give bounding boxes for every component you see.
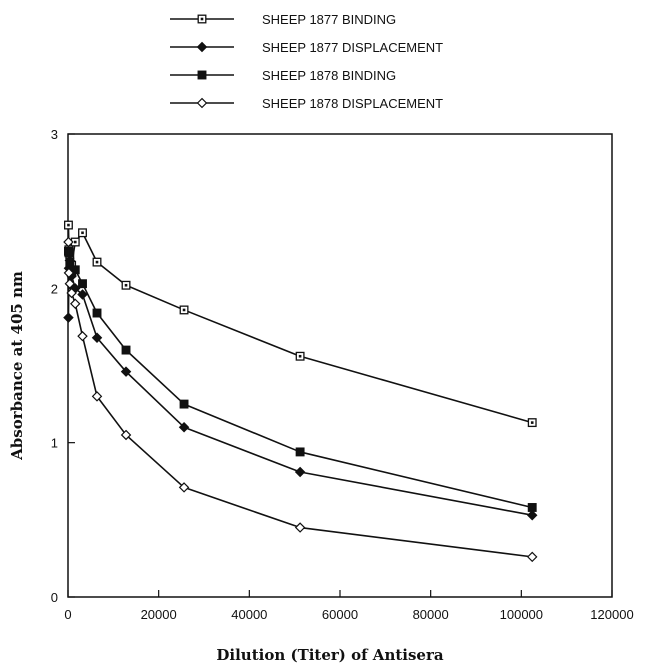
data-point-inner <box>95 260 99 264</box>
y-axis: 0 1 2 3 <box>51 127 75 605</box>
legend-marker <box>196 41 208 53</box>
y-tick-label: 0 <box>51 590 58 605</box>
data-point-inner <box>73 240 77 244</box>
legend: SHEEP 1877 BINDING SHEEP 1877 DISPLACEMEN… <box>170 12 443 111</box>
data-point-inner <box>124 283 128 287</box>
data-point <box>178 482 190 493</box>
legend-item: SHEEP 1877 BINDING <box>170 12 396 27</box>
legend-label: SHEEP 1877 BINDING <box>262 12 396 27</box>
data-point <box>77 330 88 342</box>
series-4 <box>63 236 538 563</box>
legend-marker-inner <box>200 17 204 21</box>
series-line <box>67 242 533 558</box>
data-point <box>63 312 74 323</box>
data-point <box>63 236 74 248</box>
series-1 <box>64 220 537 428</box>
legend-marker <box>197 70 207 80</box>
x-tick-label: 100000 <box>500 607 543 622</box>
legend-marker <box>196 97 208 109</box>
data-point <box>120 429 132 441</box>
legend-item: SHEEP 1878 BINDING <box>170 68 396 83</box>
legend-item: SHEEP 1878 DISPLACEMENT <box>170 96 443 111</box>
data-point <box>66 287 77 299</box>
data-point-inner <box>67 223 70 227</box>
data-point <box>91 391 103 402</box>
data-point <box>120 366 132 377</box>
data-point <box>91 332 103 343</box>
y-axis-title: Absorbance at 405 nm <box>8 271 26 461</box>
data-point <box>70 298 81 310</box>
data-point <box>295 447 305 457</box>
x-tick-label: 80000 <box>413 607 449 622</box>
data-point <box>70 265 80 275</box>
data-point <box>178 421 190 433</box>
x-tick-label: 20000 <box>141 607 177 622</box>
x-tick-label: 60000 <box>322 607 358 622</box>
x-tick-label: 0 <box>64 607 71 622</box>
y-tick-label: 2 <box>51 281 58 296</box>
data-point-inner <box>81 231 84 235</box>
data-point-inner <box>298 354 302 358</box>
legend-label: SHEEP 1878 DISPLACEMENT <box>262 96 443 111</box>
data-point-inner <box>182 308 186 312</box>
data-point <box>64 278 76 289</box>
data-point-inner <box>530 421 534 424</box>
legend-label: SHEEP 1877 DISPLACEMENT <box>262 40 443 55</box>
data-point <box>92 308 102 318</box>
data-point <box>526 509 538 521</box>
data-point <box>121 345 131 355</box>
y-tick-label: 1 <box>51 436 58 451</box>
x-axis: 0 20000 40000 60000 80000 100000 120000 <box>64 590 634 622</box>
data-point <box>526 551 538 563</box>
data-point <box>65 257 75 267</box>
data-point <box>179 399 189 409</box>
legend-label: SHEEP 1878 BINDING <box>262 68 396 83</box>
data-point <box>527 503 537 512</box>
data-point <box>77 289 88 300</box>
y-tick-label: 3 <box>51 127 58 142</box>
x-tick-label: 120000 <box>590 607 633 622</box>
plot-frame <box>67 133 613 598</box>
data-point <box>294 522 306 533</box>
series-layer <box>63 220 538 563</box>
x-tick-label: 40000 <box>231 607 267 622</box>
legend-item: SHEEP 1877 DISPLACEMENT <box>170 40 443 55</box>
data-point <box>294 466 306 478</box>
data-point <box>63 267 75 279</box>
series-2 <box>63 255 538 521</box>
series-line <box>67 225 533 424</box>
data-point <box>78 279 87 289</box>
x-axis-title: Dilution (Titer) of Antisera <box>216 646 443 664</box>
